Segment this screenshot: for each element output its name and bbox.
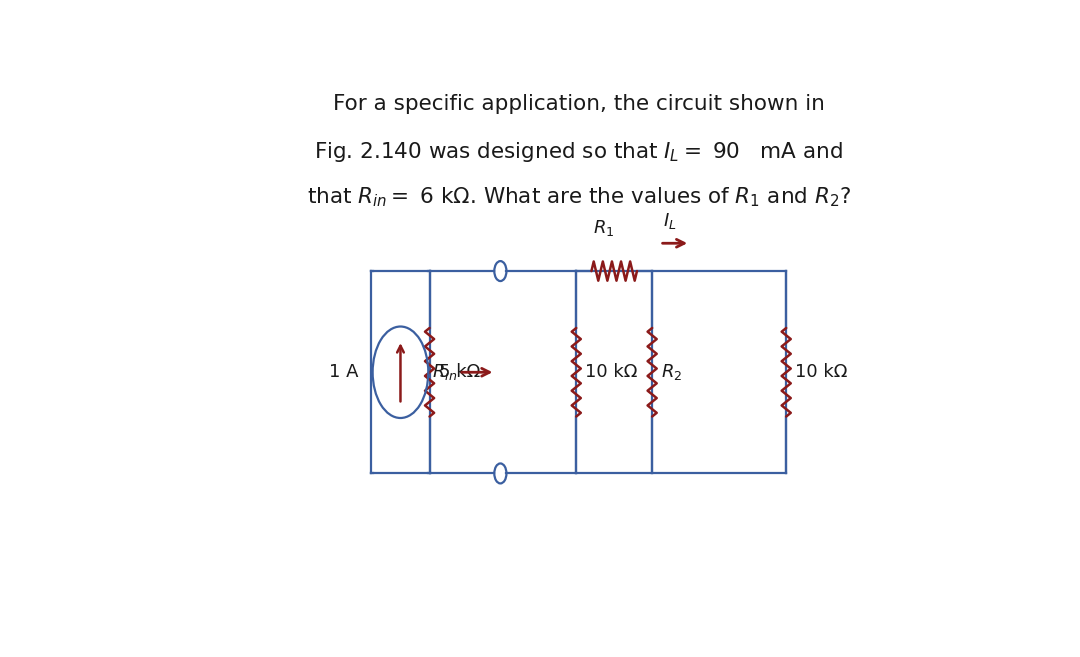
Text: For a specific application, the circuit shown in: For a specific application, the circuit … [333,94,825,114]
Text: Fig. 2.140 was designed so that $I_L = $ 90   mA and: Fig. 2.140 was designed so that $I_L = $… [314,139,843,164]
Text: $I_L$: $I_L$ [663,211,677,231]
Text: $R_2$: $R_2$ [661,362,683,382]
Text: 5 kΩ: 5 kΩ [438,363,480,381]
Text: 10 kΩ: 10 kΩ [585,363,638,381]
Text: $R_{in}$: $R_{in}$ [432,362,458,382]
Text: 1 A: 1 A [329,363,359,381]
Text: that $R_{in} =$ 6 kΩ. What are the values of $R_1$ and $R_2$?: that $R_{in} =$ 6 kΩ. What are the value… [307,185,851,209]
Text: $R_1$: $R_1$ [593,218,615,238]
Text: 10 kΩ: 10 kΩ [795,363,848,381]
